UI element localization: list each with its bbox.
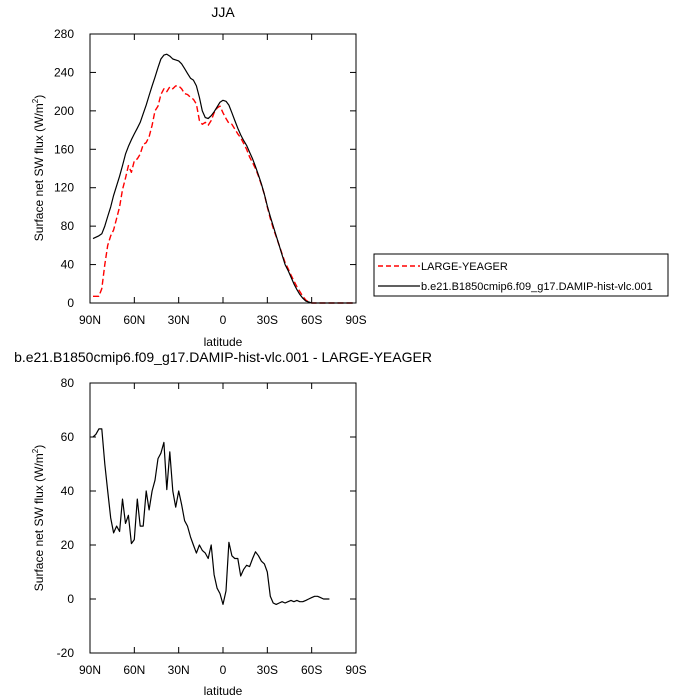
bottom-chart-title: b.e21.B1850cmip6.f09_g17.DAMIP-hist-vlc.… xyxy=(14,349,432,365)
top-chart-y-tick-label: 200 xyxy=(54,104,74,118)
top-chart-y-tick-label: 0 xyxy=(67,296,74,310)
top-chart-x-tick-label: 30S xyxy=(257,313,278,327)
top-chart-x-tick-label: 60S xyxy=(301,313,322,327)
top-chart-x-axis-label: latitude xyxy=(204,335,243,349)
top-chart-y-tick-label: 240 xyxy=(54,65,74,79)
top-chart-series xyxy=(92,53,353,304)
legend-box xyxy=(373,253,669,297)
bottom-chart-y-axis-label-main: Surface net SW flux (W/m xyxy=(32,453,46,591)
bottom-chart: b.e21.B1850cmip6.f09_g17.DAMIP-hist-vlc.… xyxy=(14,349,432,698)
bottom-chart-y-tick-label: 60 xyxy=(61,430,75,444)
top-chart-x-tick-label: 90N xyxy=(79,313,101,327)
bottom-chart-y-tick-label: 0 xyxy=(67,592,74,606)
top-chart-series-line-1 xyxy=(92,53,353,304)
bottom-chart-series xyxy=(92,428,330,606)
bottom-chart-y-tick-label: 20 xyxy=(61,538,75,552)
bottom-chart-y-axis-label-close: ) xyxy=(32,445,46,449)
top-chart-y-tick-label: 280 xyxy=(54,27,74,41)
top-chart-y-axis-label-main: Surface net SW flux (W/m xyxy=(32,103,46,241)
bottom-chart-x-tick-label: 30N xyxy=(168,663,190,677)
top-chart-y-tick-label: 80 xyxy=(61,219,75,233)
legend: LARGE-YEAGER b.e21.B1850cmip6.f09_g17.DA… xyxy=(373,253,669,297)
bottom-chart-ticks: 90N 60N 30N 0 30S 60S 90S -20 0 20 40 60 80 xyxy=(57,376,367,677)
bottom-chart-y-axis-label: Surface net SW flux (W/m2) xyxy=(31,445,46,591)
legend-label-damip: b.e21.B1850cmip6.f09_g17.DAMIP-hist-vlc.… xyxy=(421,281,653,293)
bottom-chart-x-tick-label: 60N xyxy=(123,663,145,677)
bottom-chart-y-tick-label: 80 xyxy=(61,376,75,390)
top-chart-title: JJA xyxy=(211,4,235,20)
top-chart-x-tick-label: 0 xyxy=(220,313,227,327)
top-chart-y-tick-label: 120 xyxy=(54,181,74,195)
top-chart-y-tick-label: 160 xyxy=(54,142,74,156)
bottom-chart-plot-frame xyxy=(89,382,357,654)
bottom-chart-x-tick-label: 60S xyxy=(301,663,322,677)
bottom-chart-series-line-0 xyxy=(92,428,330,606)
top-chart-x-tick-label: 60N xyxy=(123,313,145,327)
top-chart: JJA 90N 60N 30N 0 30S 60S 90S 0 40 80 120 160 200 240… xyxy=(31,4,367,349)
bottom-chart-x-axis-label: latitude xyxy=(204,684,243,698)
top-chart-y-axis-label-sup: 2 xyxy=(31,98,40,103)
bottom-chart-x-tick-label: 90N xyxy=(79,663,101,677)
bottom-chart-y-tick-label: -20 xyxy=(57,646,75,660)
top-chart-x-tick-label: 90S xyxy=(345,313,366,327)
bottom-chart-y-axis-label-sup: 2 xyxy=(31,448,40,453)
top-chart-y-axis-label: Surface net SW flux (W/m2) xyxy=(31,95,46,241)
top-chart-y-tick-label: 40 xyxy=(61,258,75,272)
bottom-chart-x-tick-label: 0 xyxy=(220,663,227,677)
top-chart-y-axis-label-close: ) xyxy=(32,95,46,99)
top-chart-x-tick-label: 30N xyxy=(168,313,190,327)
top-chart-plot-frame xyxy=(89,33,357,304)
top-chart-ticks: 90N 60N 30N 0 30S 60S 90S 0 40 80 120 160 200 240 280 xyxy=(54,27,367,327)
bottom-chart-x-tick-label: 90S xyxy=(345,663,366,677)
bottom-chart-y-tick-label: 40 xyxy=(61,484,75,498)
legend-label-large-yeager: LARGE-YEAGER xyxy=(421,261,508,273)
bottom-chart-x-tick-label: 30S xyxy=(257,663,278,677)
top-chart-series-line-0 xyxy=(93,85,353,304)
